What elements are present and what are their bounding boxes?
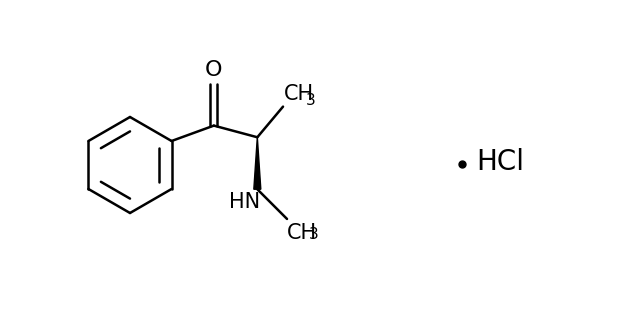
Polygon shape [254,137,261,189]
Text: 3: 3 [306,93,316,108]
Text: O: O [205,60,223,80]
Text: 3: 3 [309,227,319,242]
Text: CH: CH [287,223,317,243]
Text: HN: HN [229,192,260,212]
Text: HCl: HCl [476,148,524,176]
Text: CH: CH [284,84,314,104]
